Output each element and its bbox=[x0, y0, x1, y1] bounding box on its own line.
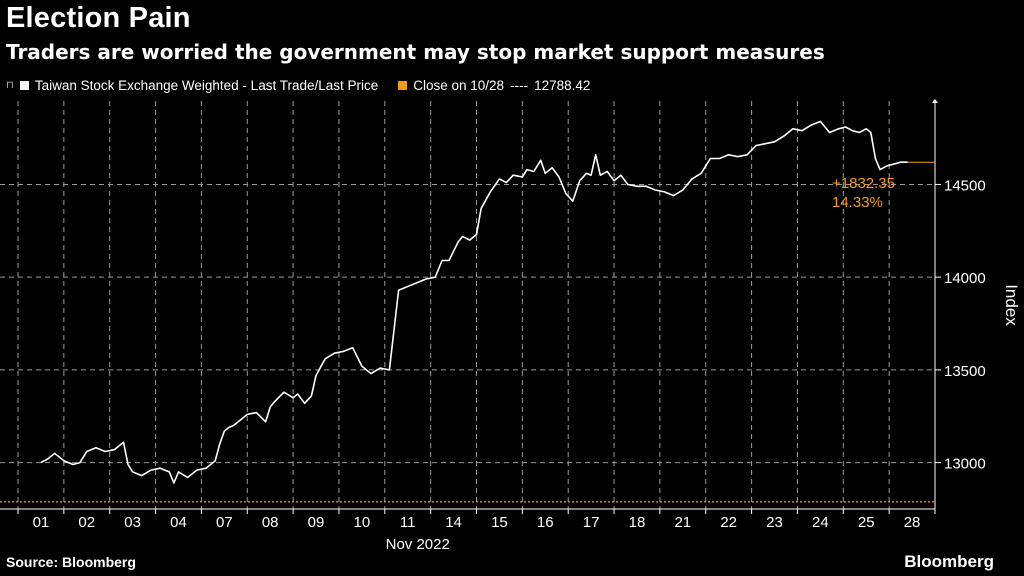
x-tick-label: 02 bbox=[78, 514, 95, 531]
y-axis-arrow-icon bbox=[932, 99, 938, 103]
legend: ⊓ Taiwan Stock Exchange Weighted - Last … bbox=[6, 78, 590, 93]
legend-key-icon: ⊓ bbox=[6, 80, 14, 91]
legend-close-dashes: ---- bbox=[510, 78, 529, 93]
x-tick-label: 23 bbox=[766, 514, 783, 531]
legend-close-value: 12788.42 bbox=[534, 78, 591, 93]
chart-title: Election Pain bbox=[6, 2, 191, 34]
x-tick-label: 17 bbox=[583, 514, 600, 531]
y-axis-label: Index bbox=[1002, 284, 1021, 326]
legend-close-label: Close on 10/28 bbox=[413, 78, 505, 93]
percent-annotation: 14.33% bbox=[832, 194, 883, 211]
y-tick-label: 13000 bbox=[944, 456, 986, 473]
x-tick-label: 24 bbox=[812, 514, 829, 531]
y-tick-label: 14500 bbox=[944, 177, 986, 194]
x-tick-label: 10 bbox=[354, 514, 371, 531]
x-tick-label: 15 bbox=[491, 514, 508, 531]
series-line bbox=[40, 120, 908, 484]
legend-close-swatch bbox=[398, 81, 408, 90]
x-tick-label: 16 bbox=[537, 514, 554, 531]
source-note: Source: Bloomberg bbox=[6, 554, 136, 570]
x-tick-label: 18 bbox=[629, 514, 646, 531]
legend-series-swatch bbox=[19, 81, 29, 90]
x-tick-label: 01 bbox=[33, 514, 50, 531]
x-axis-label: Nov 2022 bbox=[386, 536, 450, 553]
x-tick-label: 22 bbox=[720, 514, 737, 531]
y-tick-label: 13500 bbox=[944, 363, 986, 380]
x-tick-label: 25 bbox=[858, 514, 875, 531]
brand-logo: Bloomberg bbox=[904, 552, 994, 571]
x-tick-label: 07 bbox=[216, 514, 233, 531]
x-tick-label: 28 bbox=[904, 514, 921, 531]
chart-subtitle: Traders are worried the government may s… bbox=[6, 40, 825, 64]
change-annotation: +1832.35 bbox=[832, 175, 895, 192]
x-tick-label: 09 bbox=[308, 514, 325, 531]
x-tick-label: 21 bbox=[674, 514, 691, 531]
x-tick-label: 03 bbox=[124, 514, 141, 531]
legend-series-label: Taiwan Stock Exchange Weighted - Last Tr… bbox=[34, 78, 379, 93]
x-tick-label: 11 bbox=[400, 514, 416, 531]
x-tick-label: 08 bbox=[262, 514, 279, 531]
y-tick-label: 14000 bbox=[944, 270, 986, 287]
x-tick-label: 04 bbox=[170, 514, 187, 531]
x-tick-label: 14 bbox=[445, 514, 462, 531]
